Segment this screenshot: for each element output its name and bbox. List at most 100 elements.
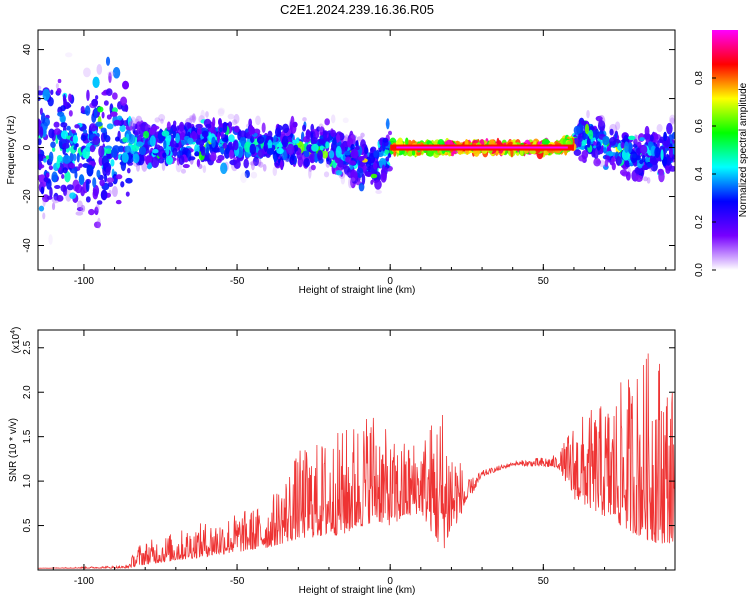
spectrogram-cell	[139, 146, 147, 156]
spectrogram-cell	[66, 125, 71, 131]
spectrogram-cell	[385, 156, 390, 162]
spectrogram-cell	[325, 141, 330, 149]
spectrogram-cell	[96, 169, 101, 178]
spectrogram-cell	[273, 135, 277, 143]
spectrogram-cell	[108, 72, 112, 84]
spectrogram-cell	[358, 182, 365, 192]
spectrogram-cell	[112, 66, 121, 79]
spectrogram-cell	[121, 152, 129, 163]
spectrogram-cell	[595, 115, 603, 122]
spectrogram-cell	[594, 128, 600, 140]
spectrogram-cell	[86, 89, 90, 102]
spectrogram-cell	[97, 106, 104, 113]
spectrogram-cell	[244, 141, 252, 153]
spectrogram-cell	[273, 153, 277, 163]
spectrogram-cell	[166, 121, 171, 131]
spectrogram-cell	[62, 154, 71, 164]
spectrogram-cell	[110, 111, 118, 117]
spectrogram-cell	[104, 173, 108, 183]
spectrogram-cell	[172, 147, 178, 157]
spectrogram-cell	[632, 143, 638, 148]
colorbar-gradient	[712, 30, 738, 270]
spectrogram-cell	[651, 157, 656, 163]
spectrogram-cell	[258, 161, 264, 168]
spectrogram-cell	[53, 128, 61, 135]
spectrogram-cell	[40, 186, 45, 195]
spectrogram-cell	[330, 114, 336, 124]
spectrogram-cell	[38, 153, 44, 162]
spectrogram-cell	[48, 165, 54, 171]
spectrogram-cell	[232, 140, 239, 151]
spectrogram-cell	[595, 147, 599, 158]
snr-y-tick-label: 1.0	[22, 474, 33, 488]
colorbar-tick-label: 0.2	[694, 215, 705, 229]
colorbar-ticks: 0.0 0.2 0.4 0.6 0.8	[694, 71, 716, 277]
spectrogram-cell	[668, 165, 675, 172]
spectrogram-cell	[262, 164, 267, 172]
spectrogram-cell	[194, 151, 200, 157]
spectrogram-cell	[46, 195, 53, 200]
spectrogram-cell	[232, 119, 238, 125]
spectrogram-cell	[135, 141, 144, 147]
spectrogram-cell	[379, 139, 383, 146]
spectrogram-cell	[302, 117, 307, 122]
spectrogram-y-tick-label: -20	[22, 189, 33, 204]
snr-multiplier-label: (x104)	[10, 327, 22, 354]
spectrogram-cell	[324, 118, 330, 126]
spectrogram-cell	[580, 120, 587, 126]
spectrogram-cell	[125, 177, 133, 184]
spectrogram-cell	[158, 114, 166, 122]
spectrogram-cell	[105, 56, 111, 66]
spectrogram-cell	[51, 146, 56, 152]
snr-y-axis-label: SNR (10 * v/v)	[8, 418, 19, 482]
spectrogram-cell	[165, 146, 170, 156]
spectrogram-cell	[332, 138, 337, 145]
spectrogram-cell	[615, 155, 622, 166]
spectrogram-cell	[669, 114, 675, 125]
spectrogram-cell	[411, 149, 416, 156]
spectrogram-cell	[151, 156, 160, 168]
spectrogram-cell	[45, 172, 50, 178]
snr-axes: -100 -50 0 50 0.5 1.0 1.5 2.0 2.5	[22, 330, 675, 587]
spectrogram-cell	[311, 143, 319, 152]
spectrogram-cell	[272, 166, 278, 177]
spectrogram-cell	[584, 123, 590, 135]
spectrogram-cell	[671, 131, 675, 140]
spectrogram-cell	[252, 156, 260, 167]
spectrogram-cell	[62, 142, 70, 149]
spectrogram-cell	[588, 129, 594, 140]
spectrogram-cell	[619, 169, 628, 176]
spectrogram-cell	[55, 83, 59, 89]
spectrogram-cell	[382, 137, 389, 143]
spectrogram-cell	[57, 78, 62, 84]
spectrogram-cell	[42, 88, 50, 101]
spectrogram-cell	[113, 119, 122, 126]
spectrogram-cell	[191, 113, 196, 124]
spectrogram-cell	[80, 106, 85, 114]
snr-series	[38, 353, 675, 570]
spectrogram-cell	[188, 114, 197, 122]
spectrogram-cell	[49, 186, 53, 198]
spectrogram-cell	[211, 136, 216, 148]
spectrogram-cell	[597, 120, 606, 132]
spectrogram-cell	[385, 118, 390, 130]
spectrogram-cell	[639, 159, 644, 165]
spectrogram-cell	[62, 167, 68, 174]
spectrogram-cell	[669, 146, 673, 159]
spectrogram-cell	[660, 149, 664, 161]
spectrogram-cell	[85, 196, 91, 203]
spectrogram-cell	[42, 212, 46, 220]
spectrogram-cell	[119, 124, 126, 133]
spectrogram-cell	[99, 179, 105, 187]
spectrogram-cell	[89, 144, 96, 153]
spectrogram-cell	[50, 141, 56, 149]
spectrogram-cell	[217, 154, 225, 161]
spectrogram-cell	[127, 115, 132, 127]
spectrogram-cell	[297, 156, 304, 168]
spectrogram-cell	[634, 166, 643, 175]
spectrogram-cell	[251, 126, 255, 135]
spectrogram-cell	[201, 149, 206, 156]
spectrogram-cell	[317, 149, 323, 161]
spectrogram-cell	[281, 123, 290, 134]
spectrogram-cell	[577, 134, 583, 143]
